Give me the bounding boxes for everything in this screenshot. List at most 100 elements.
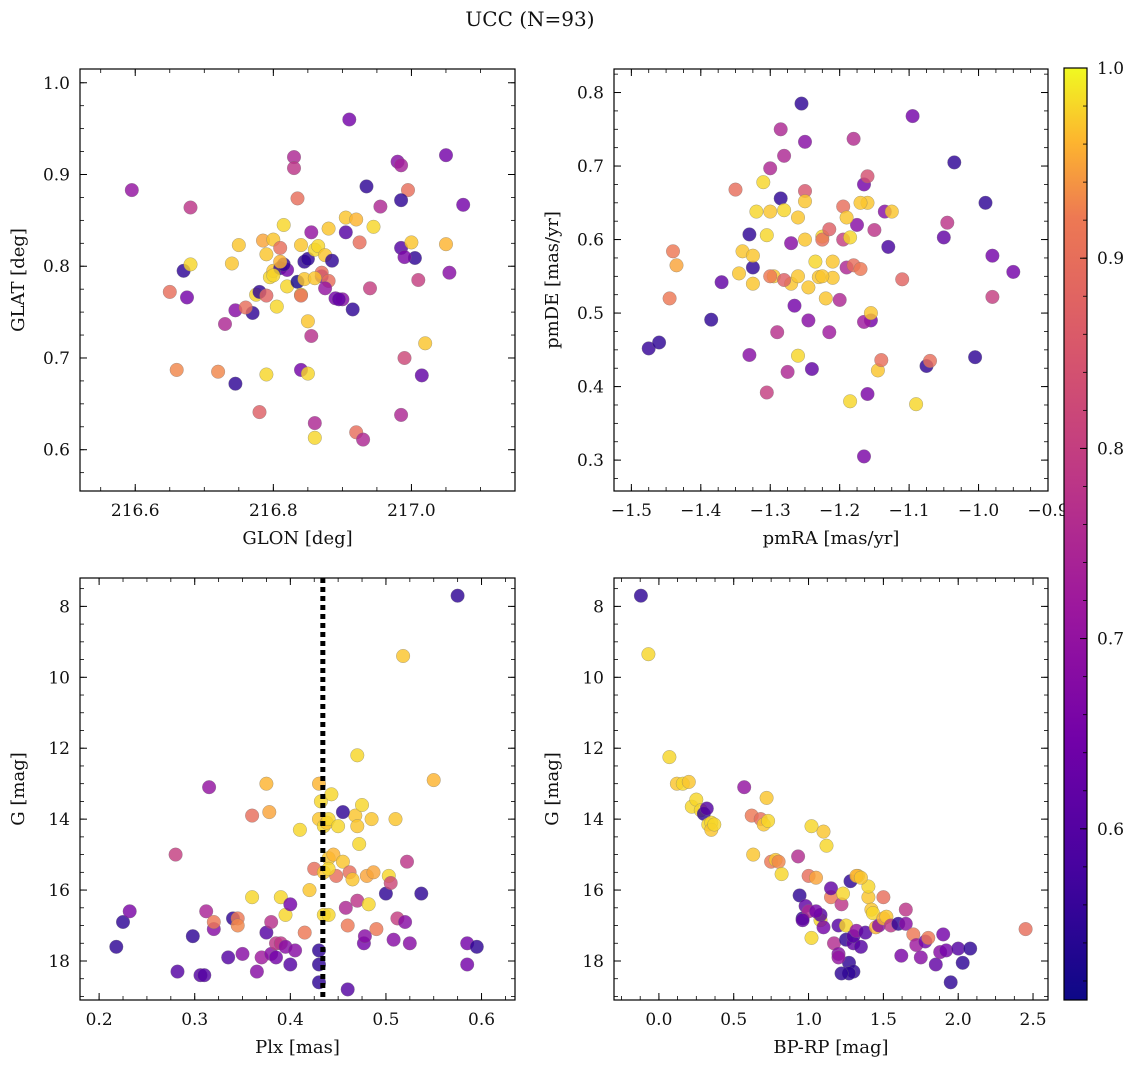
axes-frame — [613, 68, 1049, 492]
scatter-point — [230, 918, 245, 933]
x-tick-label: −1.4 — [680, 501, 721, 521]
scatter-point — [633, 588, 648, 603]
scatter-point — [853, 870, 868, 885]
y-tick-label: 0.6 — [577, 231, 604, 251]
scatter-point — [943, 975, 958, 990]
scatter-point — [335, 805, 350, 820]
scatter-point — [262, 805, 277, 820]
scatter-point — [168, 847, 183, 862]
x-tick-label: 0.5 — [720, 1010, 747, 1030]
scatter-point — [199, 904, 214, 919]
scatter-point — [383, 875, 398, 891]
scatter-point — [414, 886, 429, 901]
scatter-point — [394, 193, 409, 208]
colorbar-tick-label: 0.9 — [1097, 249, 1124, 269]
x-tick-label: 2.5 — [1020, 1010, 1047, 1030]
scatter-point — [853, 261, 868, 277]
x-axis-label: pmRA [mas/yr] — [763, 528, 900, 549]
x-tick-label: 0.3 — [181, 1010, 208, 1030]
scatter-point — [170, 964, 185, 979]
scatter-point — [823, 881, 839, 896]
colorbar: 0.6 0.7 0.8 0.9 1.0 — [1063, 59, 1124, 1001]
y-tick-label: 16 — [582, 881, 604, 901]
scatter-point — [357, 929, 372, 944]
scatter-point — [335, 854, 350, 869]
scatter-point — [397, 250, 412, 265]
scatter-point — [394, 158, 409, 173]
scatter-point — [763, 269, 778, 284]
axes-frame — [79, 68, 516, 492]
y-tick-label: 14 — [582, 810, 604, 830]
scatter-point — [259, 776, 274, 791]
scatter-point — [345, 302, 360, 317]
y-tick-label: 8 — [593, 597, 604, 617]
scatter-point — [221, 950, 236, 965]
scatter-point — [235, 946, 250, 961]
x-tick-label: 2.0 — [945, 1010, 972, 1030]
x-tick-label: 0.2 — [86, 1010, 113, 1030]
scatter-point — [856, 449, 872, 464]
scatter-point — [364, 812, 379, 827]
y-tick-label: 18 — [582, 952, 604, 972]
y-tick-label: 0.4 — [577, 378, 604, 398]
scatter-point — [808, 254, 823, 269]
scatter-point — [771, 854, 786, 869]
scatter-point — [921, 930, 936, 945]
scatter-point — [369, 922, 384, 937]
colorbar-gradient — [1063, 67, 1088, 1001]
scatter-point — [259, 288, 274, 303]
x-axis-label: BP-RP [mag] — [773, 1037, 888, 1058]
scatter-point — [402, 936, 417, 951]
scatter-point — [759, 790, 774, 805]
scatter-point — [245, 808, 260, 823]
scatter-point — [307, 430, 322, 445]
scatter-point — [202, 780, 217, 795]
scatter-point — [759, 385, 774, 400]
x-axis-label: GLON [deg] — [242, 528, 352, 549]
y-tick-label: 16 — [48, 881, 70, 901]
scatter-point — [808, 870, 824, 885]
scatter-point — [268, 950, 284, 965]
y-tick-label: 0.7 — [577, 157, 604, 177]
x-tick-label: 0.4 — [277, 1010, 304, 1030]
scatter-point — [818, 291, 833, 306]
scatter-point — [388, 812, 403, 827]
scatter-points — [641, 96, 1021, 464]
scatter-point — [860, 386, 875, 402]
y-tick-label: 0.8 — [577, 84, 604, 104]
panel-bprp-g: 0.0 0.5 1.0 1.5 2.0 2.5 8 10 12 14 16 18 BP-RP [mag]… — [542, 577, 1049, 1058]
scatter-point — [881, 239, 896, 254]
axes-frame — [79, 577, 516, 1001]
scatter-point — [122, 904, 137, 919]
scatter-point — [283, 957, 298, 972]
scatter-point — [183, 200, 198, 215]
scatter-point — [354, 797, 370, 813]
scatter-point — [109, 939, 124, 954]
scatter-point — [224, 256, 239, 271]
scatter-point — [936, 927, 951, 942]
x-tick-label: −0.9 — [1027, 501, 1068, 521]
scatter-point — [183, 257, 198, 272]
scatter-point — [737, 780, 752, 795]
scatter-point — [321, 221, 336, 236]
scatter-point — [884, 204, 899, 219]
scatter-point — [742, 227, 757, 242]
scatter-point — [742, 347, 757, 363]
scatter-point — [985, 248, 1000, 263]
scatter-point — [797, 232, 813, 247]
scatter-point — [835, 886, 851, 901]
scatter-point — [179, 290, 195, 305]
scatter-point — [745, 276, 760, 291]
scatter-point — [909, 397, 924, 412]
panel-plx-g: 0.2 0.3 0.4 0.5 0.6 8 10 12 14 16 18 Plx [mas] G [ma… — [8, 577, 516, 1058]
scatter-point — [797, 134, 813, 149]
scatter-point — [831, 950, 846, 965]
scatter-point — [361, 897, 376, 912]
scatter-point — [822, 222, 837, 237]
scatter-point — [249, 964, 264, 979]
scatter-point — [350, 748, 365, 763]
scatter-point — [338, 900, 353, 915]
scatter-point — [816, 824, 831, 839]
scatter-point — [714, 275, 729, 290]
scatter-point — [124, 183, 139, 198]
